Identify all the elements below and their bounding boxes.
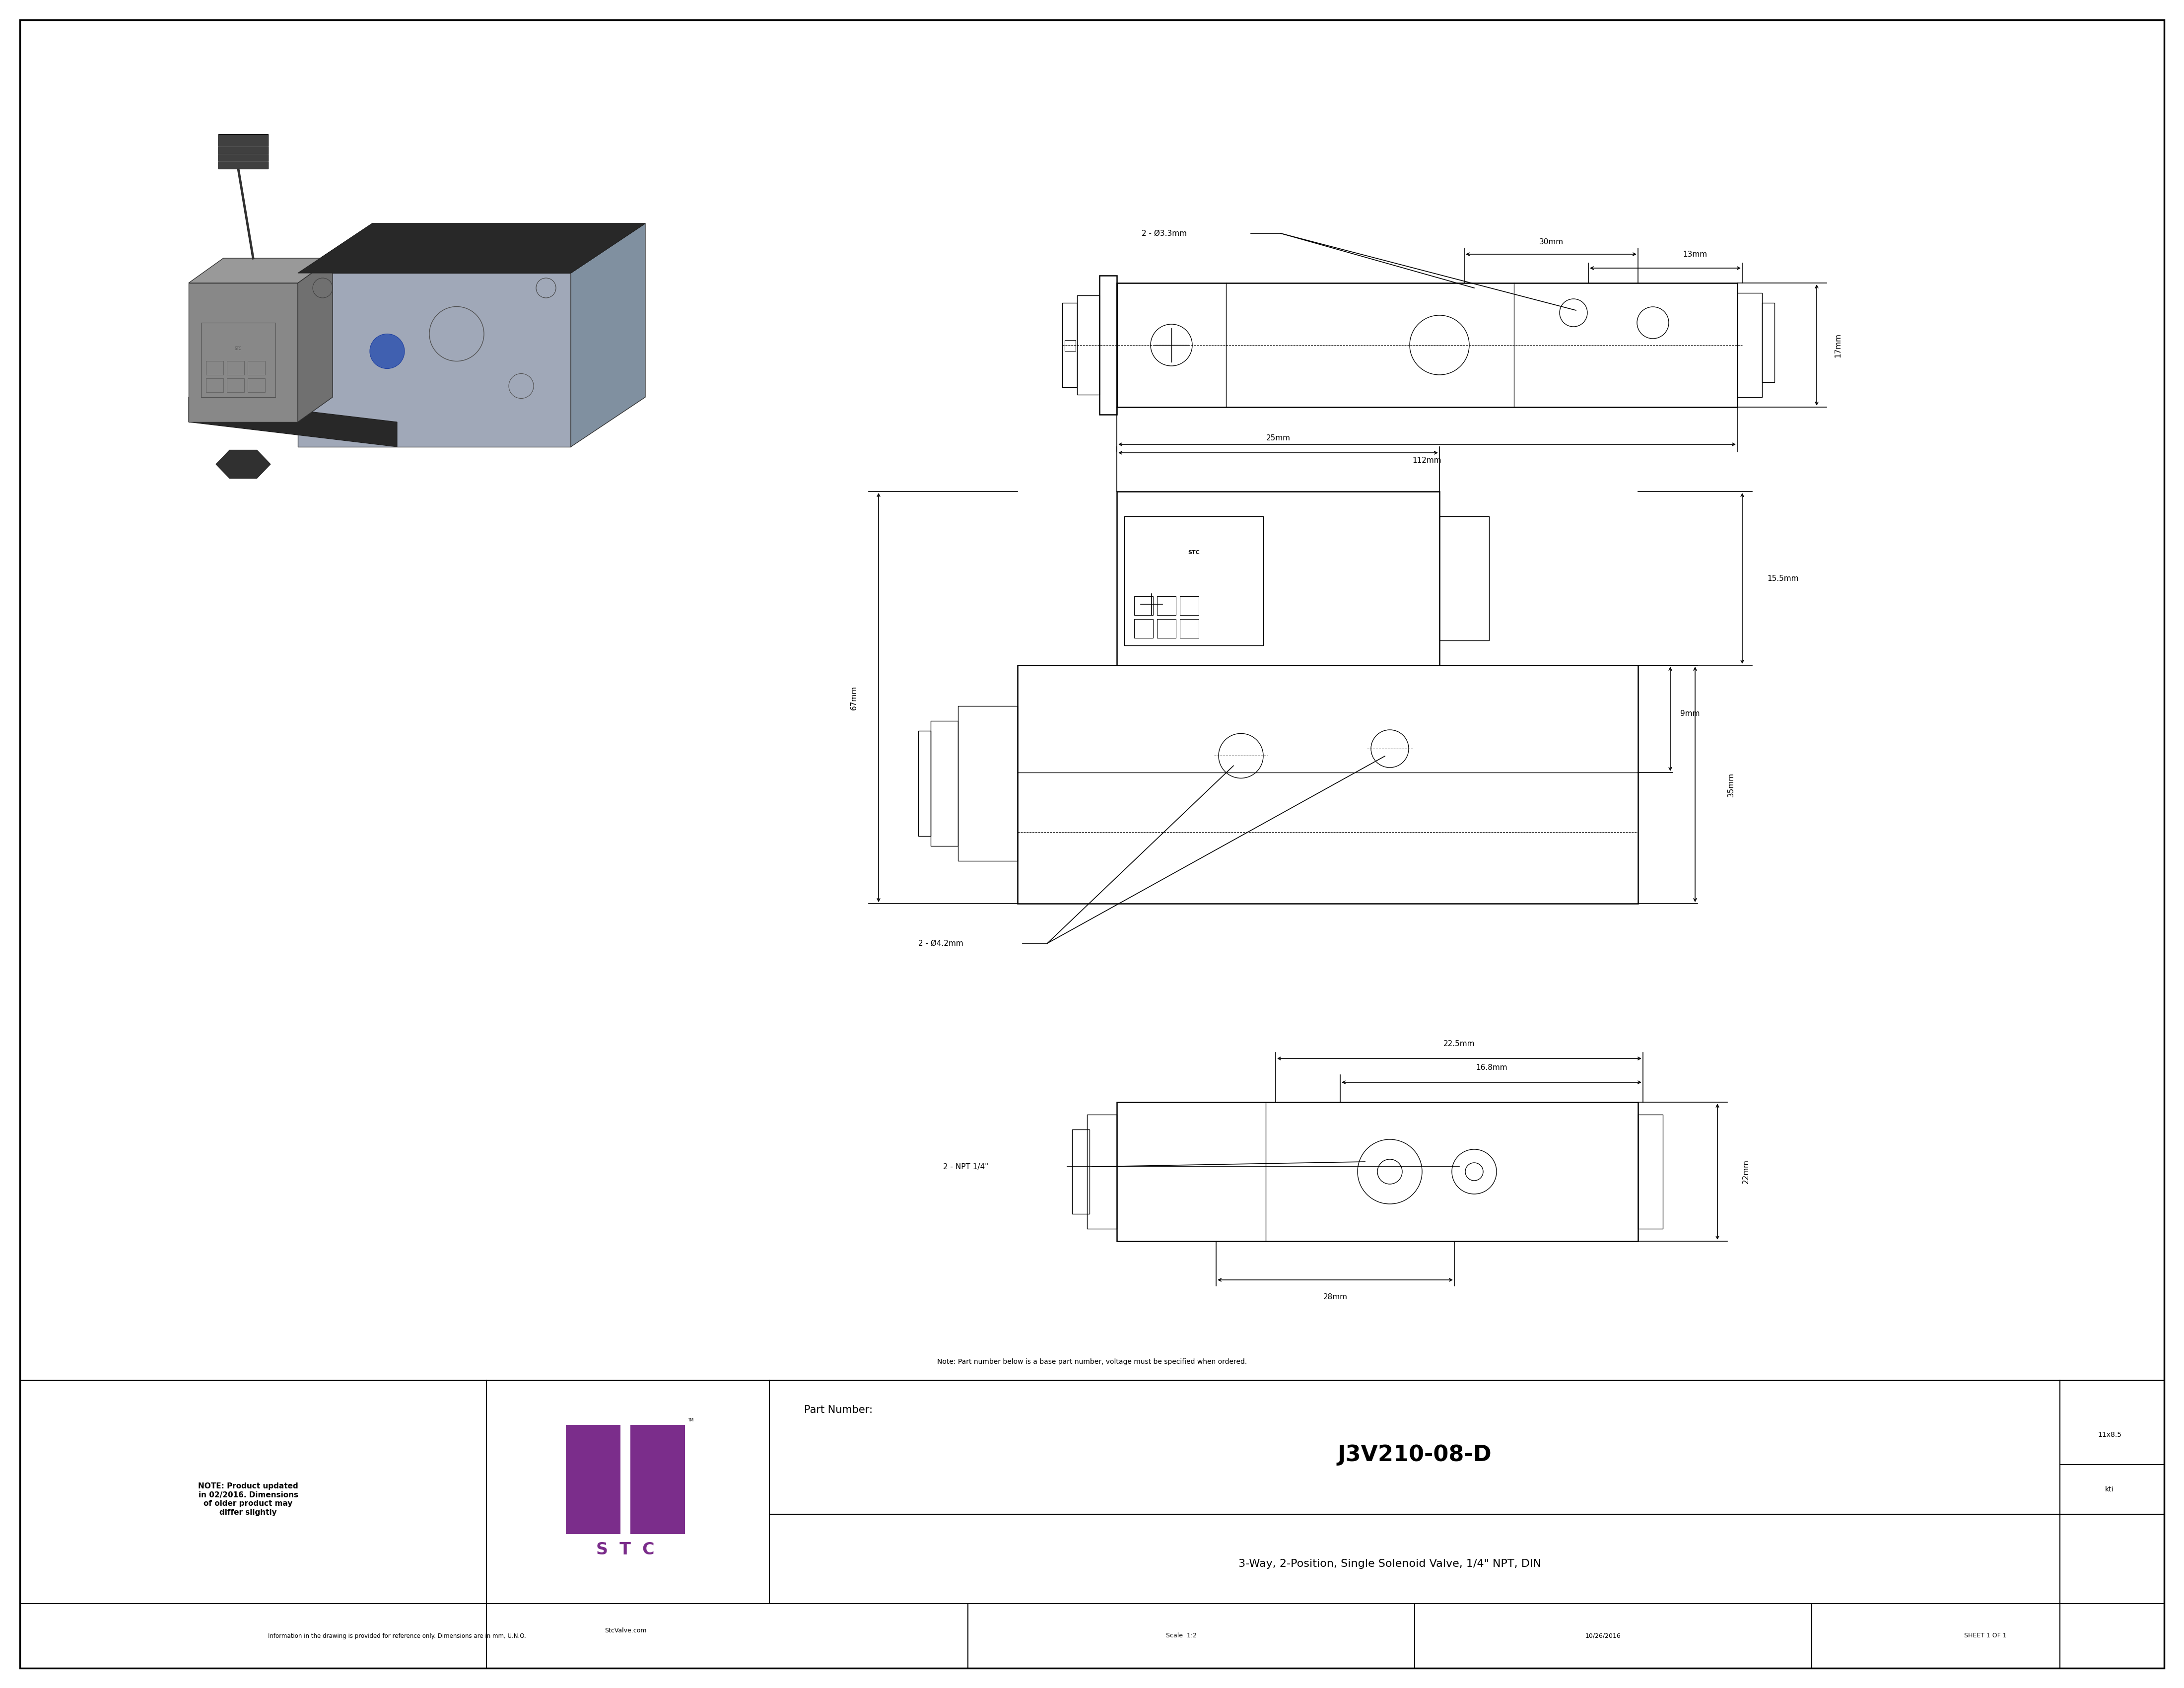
Bar <box>227 378 245 392</box>
Text: STC: STC <box>234 346 242 351</box>
Bar <box>1066 339 1075 351</box>
Bar <box>1736 294 1762 397</box>
Bar <box>1116 284 1736 407</box>
Text: StcValve.com: StcValve.com <box>605 1627 646 1634</box>
Text: NOTE: Product updated
in 02/2016. Dimensions
of older product may
differ slightl: NOTE: Product updated in 02/2016. Dimens… <box>199 1482 299 1516</box>
Text: 16.8mm: 16.8mm <box>1476 1063 1507 1072</box>
Bar <box>1116 491 1439 665</box>
Bar <box>917 731 930 836</box>
Polygon shape <box>188 258 332 284</box>
Bar <box>1018 665 1638 903</box>
Bar <box>1099 275 1116 415</box>
Polygon shape <box>188 397 397 447</box>
Text: 25mm: 25mm <box>1267 434 1291 442</box>
Polygon shape <box>297 223 644 273</box>
Text: Information in the drawing is provided for reference only. Dimensions are in mm,: Information in the drawing is provided f… <box>269 1632 526 1639</box>
Text: SHEET 1 OF 1: SHEET 1 OF 1 <box>1963 1632 2007 1639</box>
Bar <box>1116 1102 1638 1241</box>
Bar <box>227 361 245 375</box>
Polygon shape <box>297 273 570 447</box>
Bar <box>1125 517 1262 645</box>
Bar <box>205 361 223 375</box>
Bar <box>631 1479 686 1534</box>
Bar <box>247 378 264 392</box>
Text: 10/26/2016: 10/26/2016 <box>1586 1632 1621 1639</box>
Bar <box>1061 302 1077 387</box>
Bar <box>247 361 264 375</box>
Polygon shape <box>570 223 644 447</box>
Text: 2 - NPT 1/4": 2 - NPT 1/4" <box>943 1163 989 1170</box>
Polygon shape <box>188 284 297 422</box>
Polygon shape <box>216 451 271 478</box>
Text: 3-Way, 2-Position, Single Solenoid Valve, 1/4" NPT, DIN: 3-Way, 2-Position, Single Solenoid Valve… <box>1238 1560 1542 1568</box>
Bar <box>959 706 1018 861</box>
Bar <box>205 378 223 392</box>
Text: 9mm: 9mm <box>1679 711 1699 717</box>
Bar <box>1638 1114 1662 1229</box>
Bar <box>1179 596 1199 614</box>
Text: 28mm: 28mm <box>1324 1293 1348 1301</box>
Text: J3V210-08-D: J3V210-08-D <box>1337 1443 1492 1465</box>
Text: 22mm: 22mm <box>1743 1160 1749 1183</box>
Text: 13mm: 13mm <box>1684 252 1708 258</box>
Text: 15.5mm: 15.5mm <box>1767 574 1800 582</box>
Text: 30mm: 30mm <box>1540 238 1564 246</box>
Bar <box>1179 619 1199 638</box>
Bar <box>566 1425 620 1479</box>
Bar <box>1158 619 1175 638</box>
Bar <box>1439 517 1489 640</box>
Text: S  T  C: S T C <box>596 1541 655 1558</box>
Text: Scale  1:2: Scale 1:2 <box>1166 1632 1197 1639</box>
Text: 17mm: 17mm <box>1835 333 1841 358</box>
Bar <box>1158 596 1175 614</box>
Bar <box>1133 619 1153 638</box>
Bar <box>1077 295 1099 395</box>
Text: 2 - Ø3.3mm: 2 - Ø3.3mm <box>1142 230 1186 236</box>
Bar <box>631 1425 686 1479</box>
Text: STC: STC <box>1188 550 1199 555</box>
Polygon shape <box>297 258 332 422</box>
Text: Note: Part number below is a base part number, voltage must be specified when or: Note: Part number below is a base part n… <box>937 1359 1247 1366</box>
Bar <box>566 1479 620 1534</box>
Text: 11x8.5: 11x8.5 <box>2097 1431 2121 1438</box>
Bar <box>1072 1129 1090 1214</box>
Text: 35mm: 35mm <box>1728 771 1734 797</box>
Bar <box>1088 1114 1116 1229</box>
Bar <box>1133 596 1153 614</box>
Polygon shape <box>297 223 644 273</box>
Text: 2 - Ø4.2mm: 2 - Ø4.2mm <box>917 940 963 947</box>
Bar <box>1762 302 1773 381</box>
Bar <box>930 721 959 846</box>
Text: 67mm: 67mm <box>850 685 858 709</box>
Text: 112mm: 112mm <box>1413 457 1441 464</box>
Text: TM: TM <box>688 1418 695 1423</box>
Text: Part Number:: Part Number: <box>804 1404 874 1415</box>
Text: 22.5mm: 22.5mm <box>1444 1040 1474 1048</box>
Bar <box>218 133 269 169</box>
Text: kti: kti <box>2105 1485 2114 1492</box>
Bar <box>201 322 275 397</box>
Circle shape <box>369 334 404 368</box>
